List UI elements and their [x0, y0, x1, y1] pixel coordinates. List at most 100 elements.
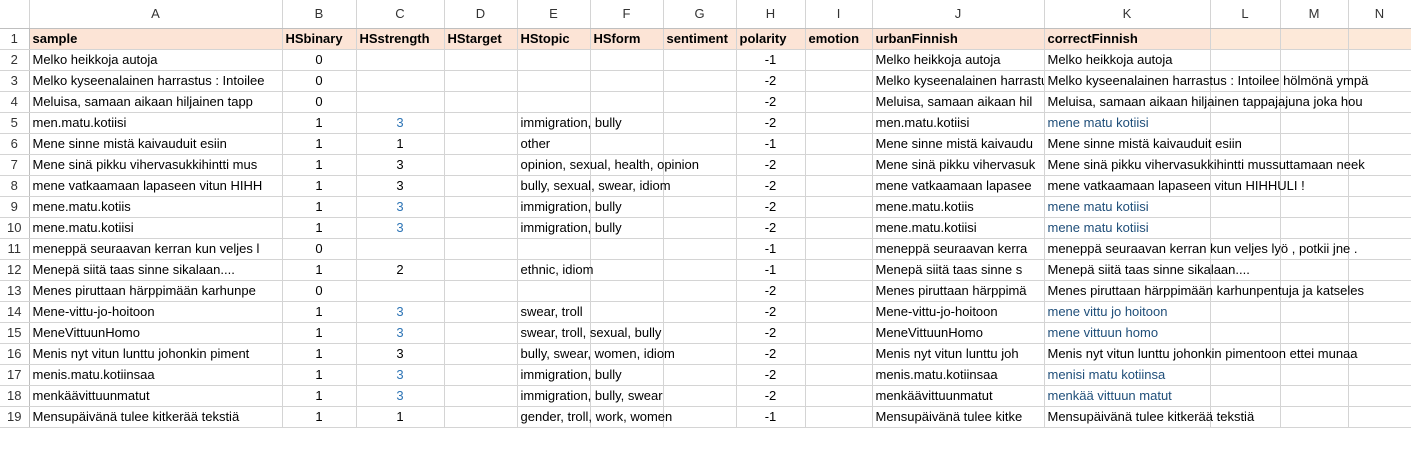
header-cell-c[interactable]: HSstrength	[356, 28, 445, 50]
cell-n[interactable]	[1348, 259, 1411, 281]
header-cell-e[interactable]: HStopic	[517, 28, 591, 50]
cell-m[interactable]	[1280, 406, 1349, 428]
cell-sample[interactable]: Meluisa, samaan aikaan hiljainen tapp	[29, 91, 283, 113]
cell-hstarget[interactable]	[444, 196, 518, 218]
cell-hsform[interactable]	[590, 91, 664, 113]
cell-sample[interactable]: menkäävittuunmatut	[29, 385, 283, 407]
cell-sample[interactable]: mene.matu.kotiisi	[29, 217, 283, 239]
cell-polarity[interactable]: -1	[736, 259, 806, 281]
column-header-j[interactable]: J	[872, 0, 1045, 29]
cell-sentiment[interactable]	[663, 301, 737, 323]
cell-hsform[interactable]	[590, 385, 664, 407]
cell-correctfinnish[interactable]: menkää vittuun matut	[1044, 385, 1211, 407]
cell-emotion[interactable]	[805, 133, 873, 155]
cell-l[interactable]	[1210, 406, 1281, 428]
cell-l[interactable]	[1210, 49, 1281, 71]
column-header-a[interactable]: A	[29, 0, 283, 29]
cell-hsbinary[interactable]: 1	[282, 406, 357, 428]
cell-correctfinnish[interactable]: Melko kyseenalainen harrastus : Intoilee…	[1044, 70, 1368, 92]
column-header-i[interactable]: I	[805, 0, 873, 29]
header-cell-f[interactable]: HSform	[590, 28, 664, 50]
column-header-m[interactable]: M	[1280, 0, 1349, 29]
cell-hsform[interactable]	[590, 343, 664, 365]
cell-hsbinary[interactable]: 1	[282, 154, 357, 176]
cell-hstarget[interactable]	[444, 301, 518, 323]
cell-emotion[interactable]	[805, 112, 873, 134]
cell-l[interactable]	[1210, 91, 1281, 113]
cell-hstarget[interactable]	[444, 91, 518, 113]
header-cell-l[interactable]	[1210, 28, 1281, 50]
cell-hsstrength[interactable]: 3	[356, 364, 445, 386]
cell-hsstrength[interactable]: 3	[356, 112, 445, 134]
cell-hstopic[interactable]: swear, troll, sexual, bully	[517, 322, 661, 344]
cell-hsstrength[interactable]	[356, 70, 445, 92]
cell-hsform[interactable]	[590, 280, 664, 302]
cell-hsform[interactable]	[590, 217, 664, 239]
cell-n[interactable]	[1348, 196, 1411, 218]
cell-emotion[interactable]	[805, 385, 873, 407]
cell-hstarget[interactable]	[444, 280, 518, 302]
cell-correctfinnish[interactable]: meneppä seuraavan kerran kun veljes lyö …	[1044, 238, 1358, 260]
cell-hsbinary[interactable]: 1	[282, 385, 357, 407]
cell-sample[interactable]: Menes piruttaan härppimään karhunpe	[29, 280, 283, 302]
cell-m[interactable]	[1280, 133, 1349, 155]
header-cell-h[interactable]: polarity	[736, 28, 806, 50]
cell-sample[interactable]: menis.matu.kotiinsaa	[29, 364, 283, 386]
cell-urbanfinnish[interactable]: Menes piruttaan härppimä	[872, 280, 1045, 302]
cell-urbanfinnish[interactable]: mene.matu.kotiisi	[872, 217, 1045, 239]
cell-m[interactable]	[1280, 322, 1349, 344]
column-header-g[interactable]: G	[663, 0, 737, 29]
cell-m[interactable]	[1280, 196, 1349, 218]
cell-hstarget[interactable]	[444, 217, 518, 239]
cell-sample[interactable]: Melko kyseenalainen harrastus : Intoilee	[29, 70, 283, 92]
cell-hstopic[interactable]: opinion, sexual, health, opinion	[517, 154, 699, 176]
cell-hstarget[interactable]	[444, 70, 518, 92]
cell-sentiment[interactable]	[663, 238, 737, 260]
cell-urbanfinnish[interactable]: Mene sinä pikku vihervasuk	[872, 154, 1045, 176]
cell-sentiment[interactable]	[663, 406, 737, 428]
cell-hsbinary[interactable]: 1	[282, 322, 357, 344]
cell-hsbinary[interactable]: 1	[282, 175, 357, 197]
cell-hstopic[interactable]: immigration, bully	[517, 217, 622, 239]
column-header-n[interactable]: N	[1348, 0, 1411, 29]
cell-hsbinary[interactable]: 0	[282, 238, 357, 260]
cell-polarity[interactable]: -1	[736, 133, 806, 155]
cell-l[interactable]	[1210, 217, 1281, 239]
cell-polarity[interactable]: -2	[736, 91, 806, 113]
cell-urbanfinnish[interactable]: menis.matu.kotiinsaa	[872, 364, 1045, 386]
cell-emotion[interactable]	[805, 91, 873, 113]
cell-sample[interactable]: mene.matu.kotiis	[29, 196, 283, 218]
cell-emotion[interactable]	[805, 238, 873, 260]
cell-hstopic[interactable]: immigration, bully	[517, 112, 622, 134]
cell-hsstrength[interactable]: 3	[356, 175, 445, 197]
cell-correctfinnish[interactable]: mene matu kotiisi	[1044, 112, 1211, 134]
cell-hsstrength[interactable]: 1	[356, 406, 445, 428]
cell-urbanfinnish[interactable]: mene vatkaamaan lapasee	[872, 175, 1045, 197]
cell-l[interactable]	[1210, 133, 1281, 155]
cell-correctfinnish[interactable]: Menis nyt vitun lunttu johonkin pimentoo…	[1044, 343, 1358, 365]
cell-m[interactable]	[1280, 259, 1349, 281]
cell-hsform[interactable]	[590, 301, 664, 323]
cell-hsstrength[interactable]	[356, 49, 445, 71]
cell-polarity[interactable]: -2	[736, 385, 806, 407]
cell-correctfinnish[interactable]: Meluisa, samaan aikaan hiljainen tappaja…	[1044, 91, 1363, 113]
cell-emotion[interactable]	[805, 301, 873, 323]
cell-polarity[interactable]: -2	[736, 154, 806, 176]
cell-hsform[interactable]	[590, 406, 664, 428]
cell-hsstrength[interactable]: 3	[356, 301, 445, 323]
cell-correctfinnish[interactable]: mene matu kotiisi	[1044, 196, 1211, 218]
cell-emotion[interactable]	[805, 70, 873, 92]
cell-emotion[interactable]	[805, 343, 873, 365]
cell-urbanfinnish[interactable]: Menis nyt vitun lunttu joh	[872, 343, 1045, 365]
cell-l[interactable]	[1210, 196, 1281, 218]
row-header[interactable]: 14	[0, 301, 30, 323]
cell-hsbinary[interactable]: 1	[282, 217, 357, 239]
cell-m[interactable]	[1280, 154, 1349, 176]
row-header[interactable]: 7	[0, 154, 30, 176]
cell-sample[interactable]: meneppä seuraavan kerran kun veljes l	[29, 238, 283, 260]
header-cell-k[interactable]: correctFinnish	[1044, 28, 1211, 50]
cell-hstarget[interactable]	[444, 133, 518, 155]
cell-correctfinnish[interactable]: mene vittu jo hoitoon	[1044, 301, 1211, 323]
cell-l[interactable]	[1210, 364, 1281, 386]
cell-polarity[interactable]: -2	[736, 196, 806, 218]
